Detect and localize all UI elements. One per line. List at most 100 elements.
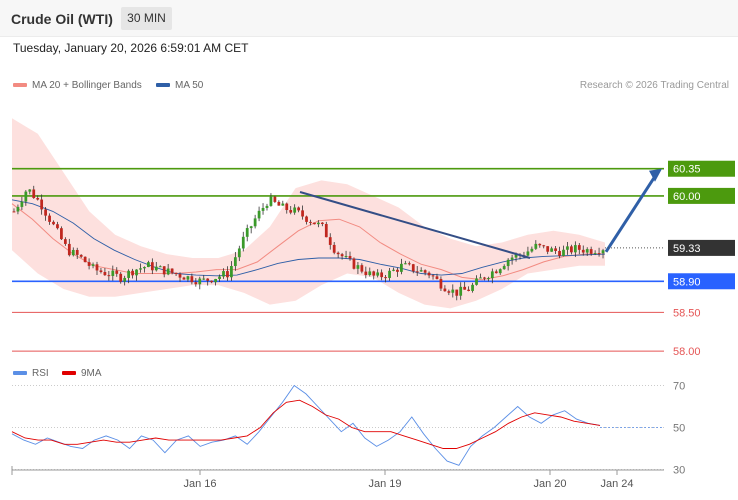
level-label-0: 60.35 xyxy=(673,164,701,176)
candle-body xyxy=(494,271,498,274)
level-box-0 xyxy=(668,160,735,177)
price-legend-ma50: MA 50 xyxy=(156,80,203,91)
candle-body xyxy=(542,245,546,247)
copyright-text: Research © 2026 Trading Central xyxy=(579,80,729,91)
candle-body xyxy=(502,266,506,270)
candle-body xyxy=(60,228,63,240)
candle-body xyxy=(194,282,198,285)
candle-body xyxy=(546,246,550,252)
candle-body xyxy=(12,211,16,213)
candle-body xyxy=(289,210,293,213)
candle-body xyxy=(87,262,91,266)
candle-body xyxy=(147,262,150,268)
ma9-swatch xyxy=(62,371,76,376)
ma50-swatch xyxy=(156,83,170,88)
candle-body xyxy=(427,272,431,276)
candle-body xyxy=(269,196,273,206)
candle-body xyxy=(202,278,206,280)
candle-body xyxy=(577,245,581,250)
candle-body xyxy=(486,278,490,280)
candle-body xyxy=(166,268,170,275)
candle-body xyxy=(241,236,245,249)
candle-body xyxy=(182,277,186,280)
candle-body xyxy=(99,270,103,273)
candle-body xyxy=(467,289,470,291)
projection-arrowhead xyxy=(649,168,662,182)
candle-body xyxy=(63,239,67,244)
candle-body xyxy=(510,257,514,260)
candle-body xyxy=(75,249,79,255)
bollinger-band xyxy=(12,118,605,309)
candle-body xyxy=(514,254,518,258)
candle-body xyxy=(455,289,459,296)
candle-body xyxy=(360,265,364,272)
candle-body xyxy=(233,257,237,267)
candle-body xyxy=(143,267,146,269)
candle-body xyxy=(20,201,24,207)
level-box-1 xyxy=(668,187,735,204)
candle-body xyxy=(364,271,368,275)
candle-body xyxy=(463,286,467,290)
candle-body xyxy=(573,245,577,253)
candle-body xyxy=(407,263,411,265)
rsi-ma9-line xyxy=(11,399,601,449)
ma50-line xyxy=(11,199,606,277)
projection-arrow xyxy=(604,170,660,253)
candle-body xyxy=(293,207,297,213)
candle-body xyxy=(32,189,36,198)
candle-body xyxy=(127,270,131,278)
ma20-legend-label: MA 20 + Bollinger Bands xyxy=(32,80,142,91)
candle-body xyxy=(16,206,20,212)
candle-body xyxy=(210,280,214,283)
candle-body xyxy=(135,269,138,276)
candle-body xyxy=(554,248,557,251)
candle-body xyxy=(411,264,415,272)
candle-body xyxy=(403,263,407,265)
candle-body xyxy=(28,189,32,192)
candle-body xyxy=(356,265,360,269)
ma50-legend-label: MA 50 xyxy=(175,80,204,91)
candle-body xyxy=(490,271,494,279)
candle-body xyxy=(479,277,482,279)
rsi-tick-2: 30 xyxy=(673,465,685,477)
candle-body xyxy=(154,266,158,271)
candle-body xyxy=(309,221,312,223)
candle-body xyxy=(475,278,478,285)
instrument-title: Crude Oil (WTI) xyxy=(11,11,113,27)
candle-body xyxy=(178,274,182,278)
candle-body xyxy=(198,278,202,285)
ma9-legend-label: 9MA xyxy=(81,368,102,379)
candle-body xyxy=(257,210,261,219)
candle-body xyxy=(301,210,304,217)
candle-body xyxy=(237,248,241,258)
candle-body xyxy=(158,266,162,268)
price-legend-ma20: MA 20 + Bollinger Bands xyxy=(13,80,142,91)
candle-body xyxy=(305,216,308,222)
candle-body xyxy=(285,203,289,211)
candle-body xyxy=(67,243,71,256)
candle-body xyxy=(601,250,605,254)
candle-body xyxy=(506,259,510,267)
candle-body xyxy=(313,222,316,225)
candle-body xyxy=(388,270,391,278)
rsi-legend-9ma: 9MA xyxy=(62,368,102,379)
candle-body xyxy=(265,205,269,208)
candle-body xyxy=(372,271,376,276)
candle-body xyxy=(439,278,443,289)
candle-body xyxy=(558,250,561,256)
x-tick-label-3: Jan 24 xyxy=(600,478,633,490)
candle-body xyxy=(316,222,320,225)
candle-body xyxy=(419,270,423,272)
candle-body xyxy=(566,246,569,250)
rsi-legend-label: RSI xyxy=(32,368,49,379)
interval-button[interactable]: 30 MIN xyxy=(121,7,172,30)
rsi-legend-rsi: RSI xyxy=(13,368,49,379)
candle-body xyxy=(320,222,324,224)
candle-body xyxy=(44,209,47,216)
candle-body xyxy=(277,201,281,206)
rsi-swatch xyxy=(13,371,27,376)
candle-body xyxy=(206,278,210,281)
candle-body xyxy=(384,277,387,279)
candle-body xyxy=(253,218,257,227)
